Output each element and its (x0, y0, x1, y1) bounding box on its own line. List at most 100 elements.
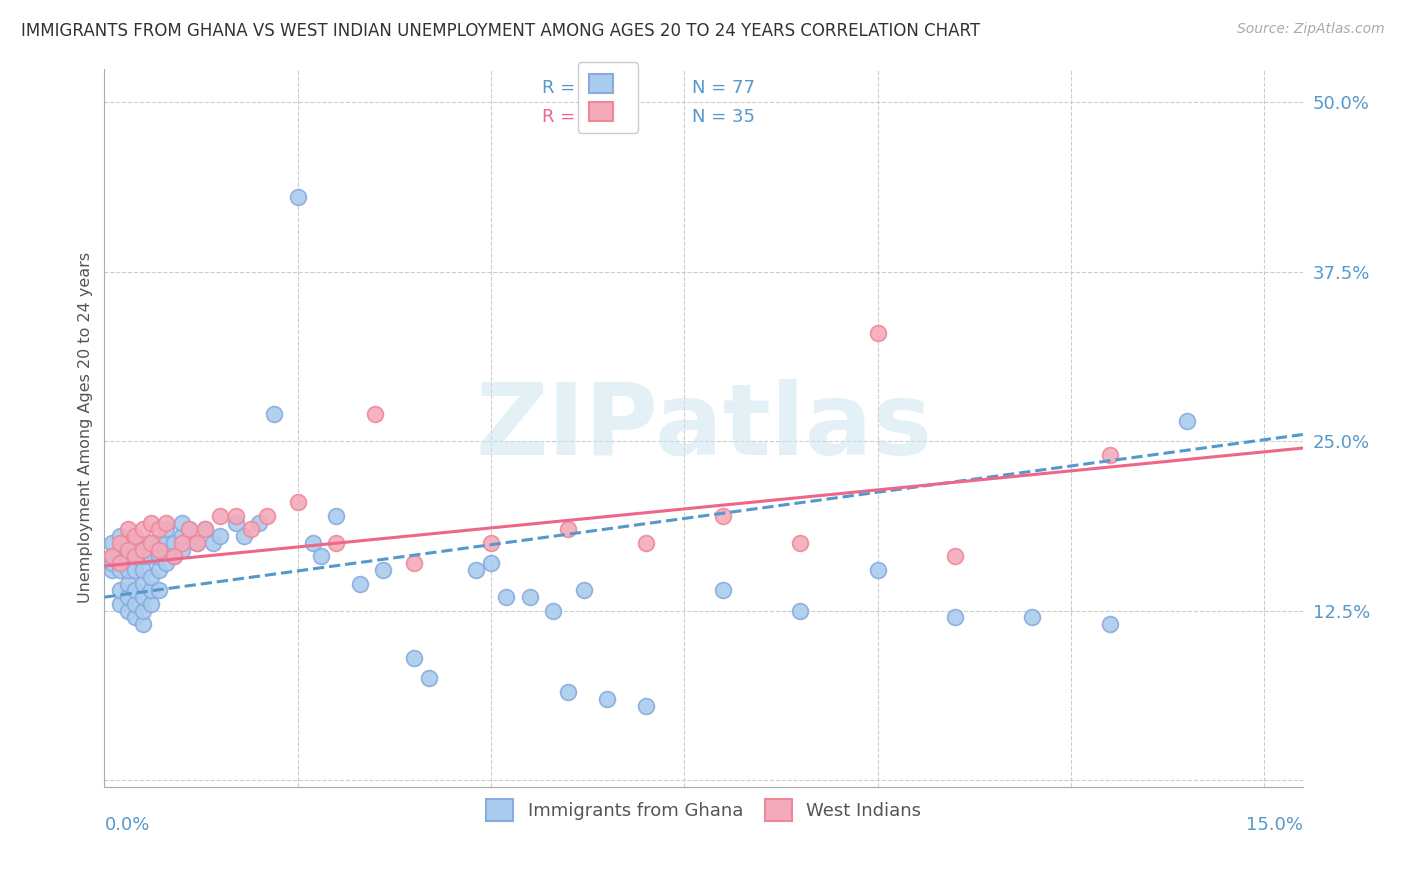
Point (155, 516, 177, 530)
Text: 15.0%: 15.0% (1246, 815, 1303, 834)
Point (201, 536, 224, 550)
Point (163, 549, 186, 564)
Point (117, 522, 139, 536)
Point (148, 583, 170, 598)
Point (163, 536, 186, 550)
Point (132, 542, 155, 557)
Point (101, 549, 124, 564)
Point (325, 536, 347, 550)
Point (364, 407, 387, 421)
Point (495, 590, 517, 604)
Point (108, 542, 131, 557)
Point (124, 536, 146, 550)
Point (225, 508, 247, 523)
Point (866, 563, 889, 577)
Point (124, 549, 146, 564)
Point (148, 563, 170, 577)
Point (132, 576, 155, 591)
Point (132, 563, 155, 577)
Point (186, 536, 208, 550)
Point (148, 542, 170, 557)
Text: Source: ZipAtlas.com: Source: ZipAtlas.com (1237, 22, 1385, 37)
Point (124, 583, 146, 598)
Text: 0.0%: 0.0% (104, 815, 150, 834)
Point (186, 536, 208, 550)
Point (711, 508, 734, 523)
Point (541, 604, 564, 618)
Point (124, 563, 146, 577)
Point (519, 590, 541, 604)
Point (155, 556, 177, 570)
Point (402, 651, 425, 665)
Point (179, 522, 201, 536)
Point (789, 604, 811, 618)
Text: N = 35: N = 35 (692, 108, 755, 126)
Legend: Immigrants from Ghana, West Indians: Immigrants from Ghana, West Indians (479, 792, 928, 828)
Point (117, 542, 139, 557)
Point (117, 604, 139, 618)
Point (209, 508, 232, 523)
Point (139, 549, 162, 564)
Point (557, 685, 579, 699)
Point (108, 583, 131, 598)
Point (155, 536, 177, 550)
Point (943, 610, 966, 624)
Point (132, 590, 155, 604)
Point (557, 522, 579, 536)
Point (418, 672, 440, 686)
Point (943, 549, 966, 564)
Point (139, 570, 162, 584)
Point (232, 529, 254, 543)
Point (371, 563, 394, 577)
Point (309, 549, 332, 564)
Point (108, 563, 131, 577)
Point (866, 326, 889, 340)
Point (124, 529, 146, 543)
Point (194, 522, 217, 536)
Point (101, 549, 124, 564)
Point (148, 536, 170, 550)
Point (108, 529, 131, 543)
Point (170, 529, 193, 543)
Point (464, 563, 486, 577)
Point (139, 516, 162, 530)
Point (263, 407, 285, 421)
Point (170, 542, 193, 557)
Point (148, 549, 170, 564)
Point (479, 556, 502, 570)
Point (108, 536, 131, 550)
Point (148, 522, 170, 536)
Point (139, 583, 162, 598)
Point (194, 522, 217, 536)
Point (1021, 610, 1043, 624)
Text: IMMIGRANTS FROM GHANA VS WEST INDIAN UNEMPLOYMENT AMONG AGES 20 TO 24 YEARS CORR: IMMIGRANTS FROM GHANA VS WEST INDIAN UNE… (21, 22, 980, 40)
Point (101, 556, 124, 570)
Point (711, 583, 734, 598)
Text: R = 0.250: R = 0.250 (541, 79, 633, 97)
Point (101, 563, 124, 577)
Point (287, 190, 309, 204)
Point (325, 508, 347, 523)
Point (132, 617, 155, 632)
Point (349, 576, 371, 591)
Point (302, 536, 325, 550)
Point (124, 597, 146, 611)
Point (117, 549, 139, 564)
Point (1098, 448, 1121, 462)
Point (124, 549, 146, 564)
Point (225, 516, 247, 530)
Point (1175, 414, 1198, 428)
Point (247, 516, 270, 530)
Point (170, 536, 193, 550)
Point (170, 516, 193, 530)
Point (101, 536, 124, 550)
Point (479, 536, 502, 550)
Y-axis label: Unemployment Among Ages 20 to 24 years: Unemployment Among Ages 20 to 24 years (79, 252, 93, 603)
Point (634, 698, 657, 713)
Point (155, 522, 177, 536)
Point (256, 508, 278, 523)
Text: ZIPatlas: ZIPatlas (475, 379, 932, 476)
Point (108, 556, 131, 570)
Point (132, 604, 155, 618)
Point (572, 583, 595, 598)
